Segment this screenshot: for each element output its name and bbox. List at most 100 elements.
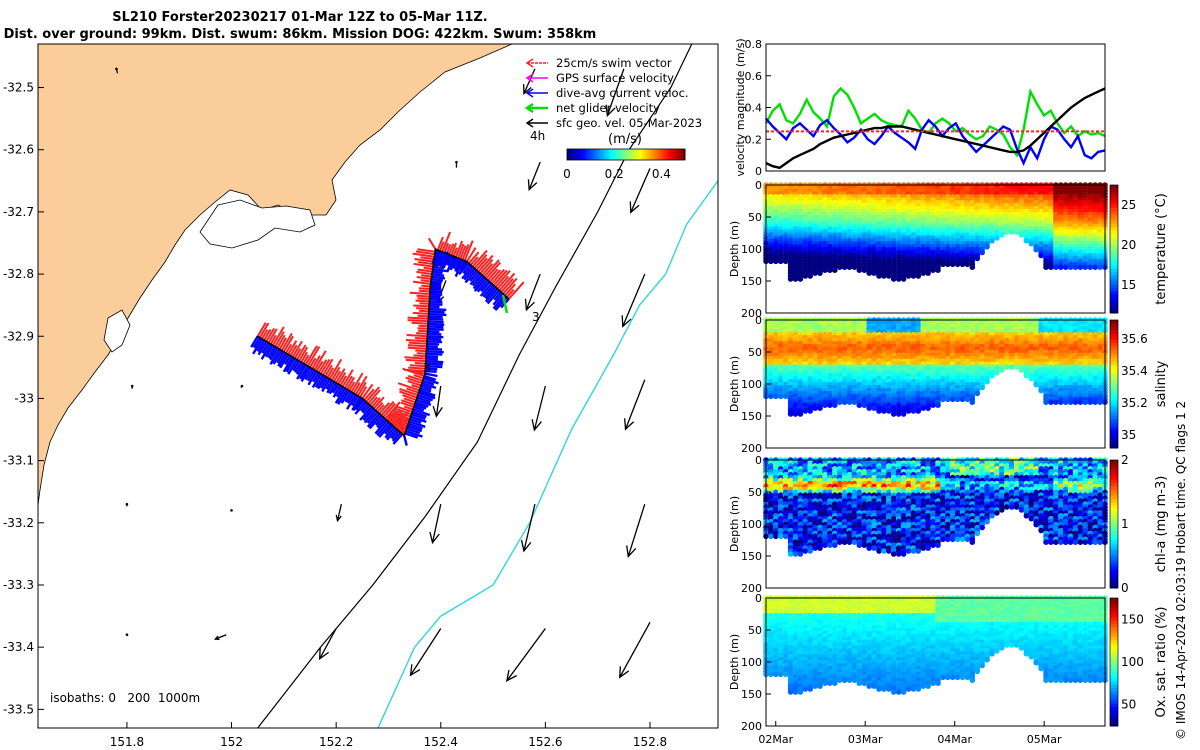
geo-velocity-arrow [213,634,227,641]
glider-track [250,231,525,446]
isobath-200m-line [257,44,693,728]
section-sample [846,539,853,545]
section-y-axis-label: Depth (m) [728,221,741,277]
section-sample [925,270,931,276]
legend-item: 25cm/s swim vector [525,56,672,70]
velocity-y-axis-label: velocity magnitude (m/s) [734,38,747,176]
section-sample [861,402,868,409]
velocity-colorbar: (m/s)0 0.2 0.4 [563,132,686,181]
section-sample [1023,238,1030,244]
section-sample [1038,387,1044,394]
colorbar-tick-label: 0.4 [652,167,671,181]
section-colorbar-tick-label: 35.6 [1121,332,1148,346]
section-sample [817,545,823,551]
section-sample [915,408,922,414]
section-sample [1053,399,1059,406]
isobath-1000m-line [377,180,718,728]
section-sample [886,548,892,554]
section-y-tick-label: 150 [741,410,762,423]
section-sample [768,258,774,265]
swim-vector-fringe [256,231,525,436]
section-sample [974,255,981,262]
plot-subtitle: Dist. over ground: 99km. Dist. swum: 86k… [3,27,597,42]
section-sample [1077,399,1084,406]
section-sample [890,411,897,417]
velocity-series-line [764,86,1106,158]
section-sample [876,273,882,279]
map-x-tick-label: 152 [220,735,243,749]
map-y-tick-label: -33.1 [3,454,34,468]
section-sample [871,405,877,411]
colorbar-tick-label: 0.2 [605,167,624,181]
section-sample [1028,375,1035,382]
section-sample [881,408,887,414]
section-sample [866,270,872,276]
section-sample [777,258,784,265]
section-sample [797,551,804,557]
section-sample [949,261,956,268]
velocity-series-line [765,87,1106,170]
section-sample [935,402,941,409]
coastal-lake [199,199,316,249]
section-sample [1082,264,1089,271]
section-sample [871,545,877,551]
section-sample [773,393,779,400]
section-sample [1097,399,1103,406]
section-sample [940,261,946,268]
section-colorbar-label: salinity [1154,360,1169,407]
legend-label: 25cm/s swim vector [556,56,672,70]
section-sample [807,273,813,279]
section-sample [836,539,843,545]
section-sample [851,264,858,271]
section-sample [782,393,789,400]
geo-velocity-arrow [605,68,625,118]
section-sample [910,408,917,414]
section-sample [1013,229,1020,235]
map-y-tick-label: -32.6 [3,143,34,157]
section-sample [792,411,799,417]
section-sample [851,539,858,545]
map-x-tick-label: 152.8 [633,735,667,749]
section-sample [1003,364,1010,370]
map-x-tick-label: 151.8 [110,735,144,749]
section-sample [1058,264,1064,271]
section-sample [969,264,976,271]
colorbar-label: (m/s) [608,132,642,147]
section-sample [881,273,887,279]
section-colorbar-tick-label: 15 [1121,278,1136,292]
section-sample [876,548,882,554]
section-sample [856,402,863,409]
section-sample [861,267,868,274]
map-y-tick-label: -33 [14,391,34,405]
geo-velocity-arrow [318,628,337,661]
section-y-tick-label: 100 [741,378,762,391]
section-y-tick-label: 0 [755,179,762,192]
velocity-y-tick-label: 0 [755,165,762,178]
section-sample [886,273,892,279]
section-sample [881,548,887,554]
section-sample [861,542,868,548]
surface-geostrophic-velocity-arrows [115,67,651,682]
section-sample [777,393,784,400]
geo-velocity-arrow [230,509,233,512]
section-sample [1008,229,1015,235]
section-sample [807,548,813,554]
legend-label: GPS surface velocity [556,71,674,85]
section-sample [905,548,912,554]
section-sample [979,384,985,391]
net-glider-velocity-arrow [501,294,509,314]
geo-velocity-arrow [125,633,129,637]
map-y-tick-label: -32.8 [3,267,34,281]
section-y-tick-label: 0 [755,314,762,327]
velocity-series-line [765,117,1106,167]
geo-velocity-arrow [531,385,547,432]
section-y-tick-label: 50 [748,211,762,224]
section-sample [1067,399,1074,406]
section-sample [1043,264,1049,271]
section-sample [895,411,902,417]
geo-velocity-arrow [520,503,536,553]
section-sample [994,370,1000,376]
